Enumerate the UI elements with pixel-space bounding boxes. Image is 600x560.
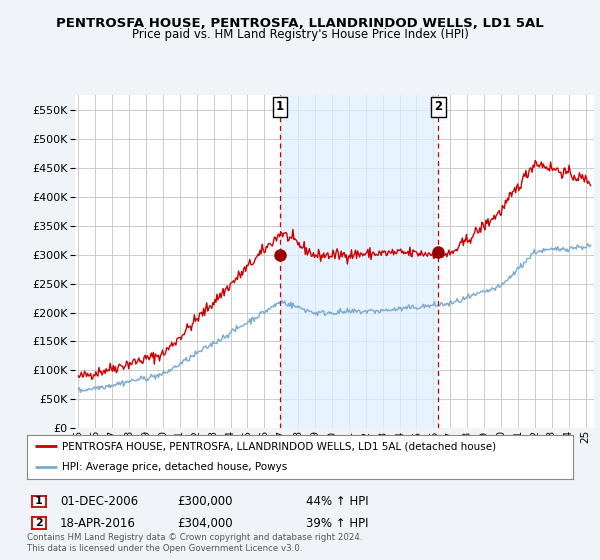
Text: £304,000: £304,000 [177,516,233,530]
Text: 01-DEC-2006: 01-DEC-2006 [60,494,138,508]
Bar [280,95,439,428]
Text: PENTROSFA HOUSE, PENTROSFA, LLANDRINDOD WELLS, LD1 5AL: PENTROSFA HOUSE, PENTROSFA, LLANDRINDOD … [56,17,544,30]
Text: PENTROSFA HOUSE, PENTROSFA, LLANDRINDOD WELLS, LD1 5AL (detached house): PENTROSFA HOUSE, PENTROSFA, LLANDRINDOD … [62,441,497,451]
Text: 1: 1 [276,100,284,113]
Text: Contains HM Land Registry data © Crown copyright and database right 2024.
This d: Contains HM Land Registry data © Crown c… [27,533,362,553]
Text: 39% ↑ HPI: 39% ↑ HPI [306,516,368,530]
Text: 18-APR-2016: 18-APR-2016 [60,516,136,530]
Text: 2: 2 [35,518,43,528]
Text: 44% ↑ HPI: 44% ↑ HPI [306,494,368,508]
Text: 1: 1 [35,496,43,506]
Text: £300,000: £300,000 [177,494,233,508]
Text: Price paid vs. HM Land Registry's House Price Index (HPI): Price paid vs. HM Land Registry's House … [131,28,469,41]
Text: 2: 2 [434,100,442,113]
Text: HPI: Average price, detached house, Powys: HPI: Average price, detached house, Powy… [62,463,288,473]
